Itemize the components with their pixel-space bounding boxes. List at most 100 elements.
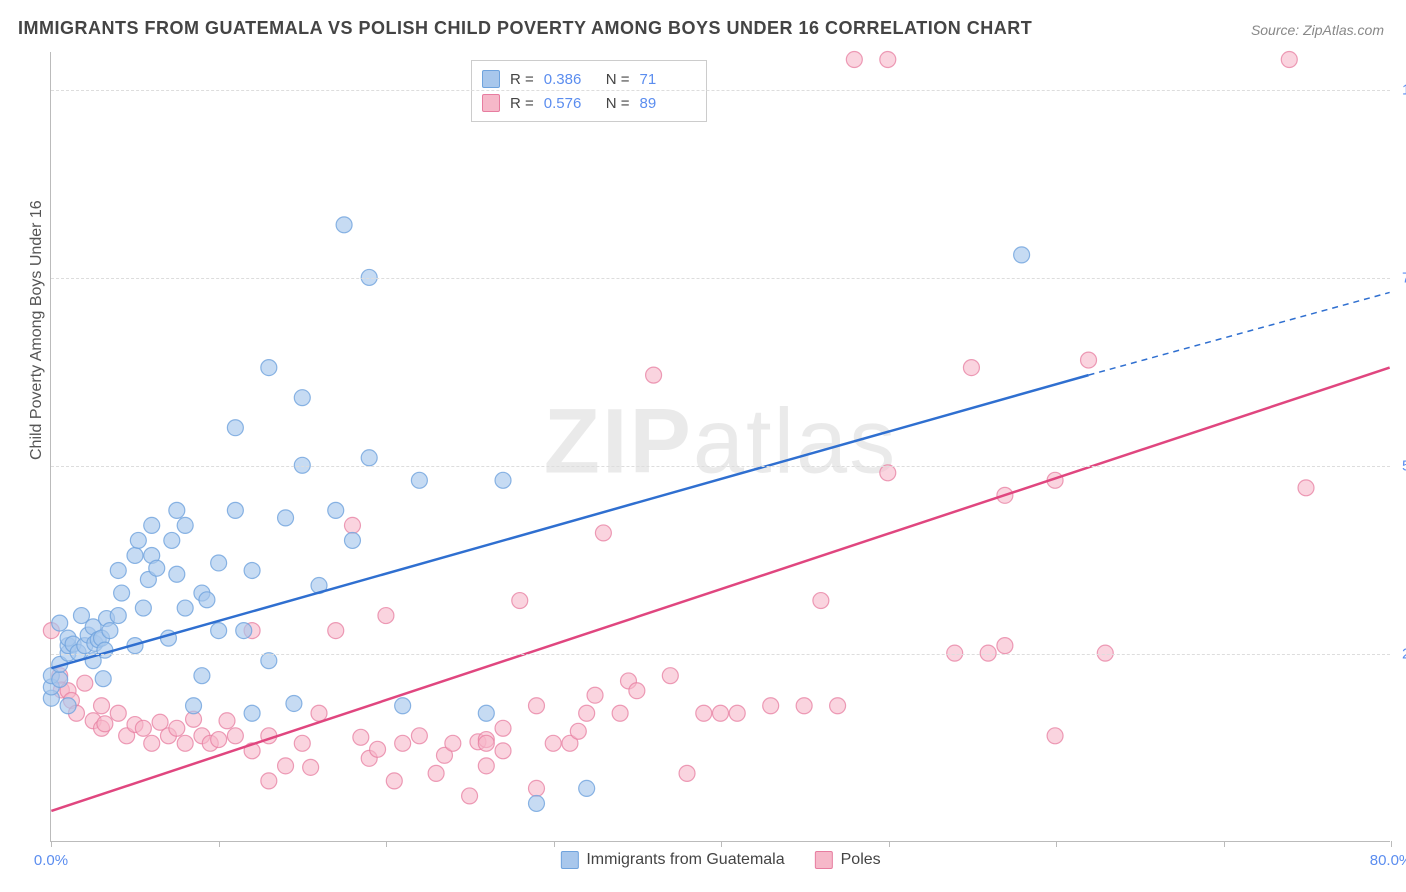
data-point xyxy=(135,600,151,616)
data-point xyxy=(110,705,126,721)
data-point xyxy=(512,593,528,609)
r-value-b: 0.576 xyxy=(544,95,596,112)
data-point xyxy=(60,698,76,714)
data-point xyxy=(261,773,277,789)
data-point xyxy=(395,735,411,751)
data-point xyxy=(127,547,143,563)
data-point xyxy=(612,705,628,721)
data-point xyxy=(102,623,118,639)
data-point xyxy=(713,705,729,721)
xtick xyxy=(386,841,387,847)
legend-row-b: R = 0.576 N = 89 xyxy=(482,91,692,115)
ytick-label: 50.0% xyxy=(1392,457,1406,474)
xtick xyxy=(1224,841,1225,847)
data-point xyxy=(579,705,595,721)
data-point xyxy=(278,510,294,526)
data-point xyxy=(353,729,369,745)
data-point xyxy=(411,472,427,488)
data-point xyxy=(169,502,185,518)
data-point xyxy=(428,765,444,781)
gridline-h xyxy=(51,466,1390,467)
data-point xyxy=(528,698,544,714)
r-label: R = xyxy=(510,71,534,88)
xtick xyxy=(1391,841,1392,847)
data-point xyxy=(164,532,180,548)
data-point xyxy=(177,735,193,751)
xtick-label: 80.0% xyxy=(1370,852,1406,869)
data-point xyxy=(830,698,846,714)
data-point xyxy=(629,683,645,699)
data-point xyxy=(679,765,695,781)
data-point xyxy=(478,735,494,751)
data-point xyxy=(344,517,360,533)
data-point xyxy=(77,675,93,691)
data-point xyxy=(311,705,327,721)
data-point xyxy=(395,698,411,714)
trend-line xyxy=(51,375,1088,668)
n-label: N = xyxy=(606,95,630,112)
r-value-a: 0.386 xyxy=(544,71,596,88)
data-point xyxy=(370,741,386,757)
legend-label-a: Immigrants from Guatemala xyxy=(586,851,784,869)
data-point xyxy=(227,420,243,436)
data-point xyxy=(114,585,130,601)
data-point xyxy=(570,723,586,739)
data-point xyxy=(646,367,662,383)
data-point xyxy=(846,52,862,68)
data-point xyxy=(110,562,126,578)
data-point xyxy=(963,360,979,376)
data-point xyxy=(97,716,113,732)
trend-line xyxy=(51,368,1389,811)
xtick xyxy=(554,841,555,847)
data-point xyxy=(478,758,494,774)
swatch-series-a xyxy=(482,70,500,88)
data-point xyxy=(328,623,344,639)
n-label: N = xyxy=(606,71,630,88)
data-point xyxy=(186,698,202,714)
data-point xyxy=(729,705,745,721)
data-point xyxy=(528,780,544,796)
trend-line xyxy=(1089,292,1390,375)
chart-title: IMMIGRANTS FROM GUATEMALA VS POLISH CHIL… xyxy=(18,18,1032,39)
n-value-b: 89 xyxy=(640,95,692,112)
data-point xyxy=(52,671,68,687)
data-point xyxy=(378,608,394,624)
data-point xyxy=(110,608,126,624)
data-point xyxy=(177,517,193,533)
data-point xyxy=(495,743,511,759)
swatch-series-b xyxy=(482,94,500,112)
data-point xyxy=(261,653,277,669)
data-point xyxy=(244,562,260,578)
data-point xyxy=(261,360,277,376)
data-point xyxy=(149,560,165,576)
data-point xyxy=(194,668,210,684)
data-point xyxy=(361,450,377,466)
data-point xyxy=(52,615,68,631)
data-point xyxy=(696,705,712,721)
data-point xyxy=(169,566,185,582)
data-point xyxy=(1281,52,1297,68)
data-point xyxy=(95,671,111,687)
data-point xyxy=(1014,247,1030,263)
source-attribution: Source: ZipAtlas.com xyxy=(1251,22,1384,38)
gridline-h xyxy=(51,654,1390,655)
data-point xyxy=(411,728,427,744)
data-point xyxy=(880,52,896,68)
y-axis-label: Child Poverty Among Boys Under 16 xyxy=(28,200,46,460)
data-point xyxy=(386,773,402,789)
stats-legend: R = 0.386 N = 71 R = 0.576 N = 89 xyxy=(471,60,707,122)
data-point xyxy=(495,472,511,488)
data-point xyxy=(595,525,611,541)
data-point xyxy=(662,668,678,684)
xtick xyxy=(1056,841,1057,847)
data-point xyxy=(328,502,344,518)
data-point xyxy=(336,217,352,233)
xtick xyxy=(889,841,890,847)
plot-area: ZIPatlas R = 0.386 N = 71 R = 0.576 N = … xyxy=(50,52,1390,842)
data-point xyxy=(177,600,193,616)
data-point xyxy=(244,705,260,721)
legend-item-a: Immigrants from Guatemala xyxy=(560,851,784,869)
legend-item-b: Poles xyxy=(815,851,881,869)
xtick xyxy=(219,841,220,847)
data-point xyxy=(495,720,511,736)
